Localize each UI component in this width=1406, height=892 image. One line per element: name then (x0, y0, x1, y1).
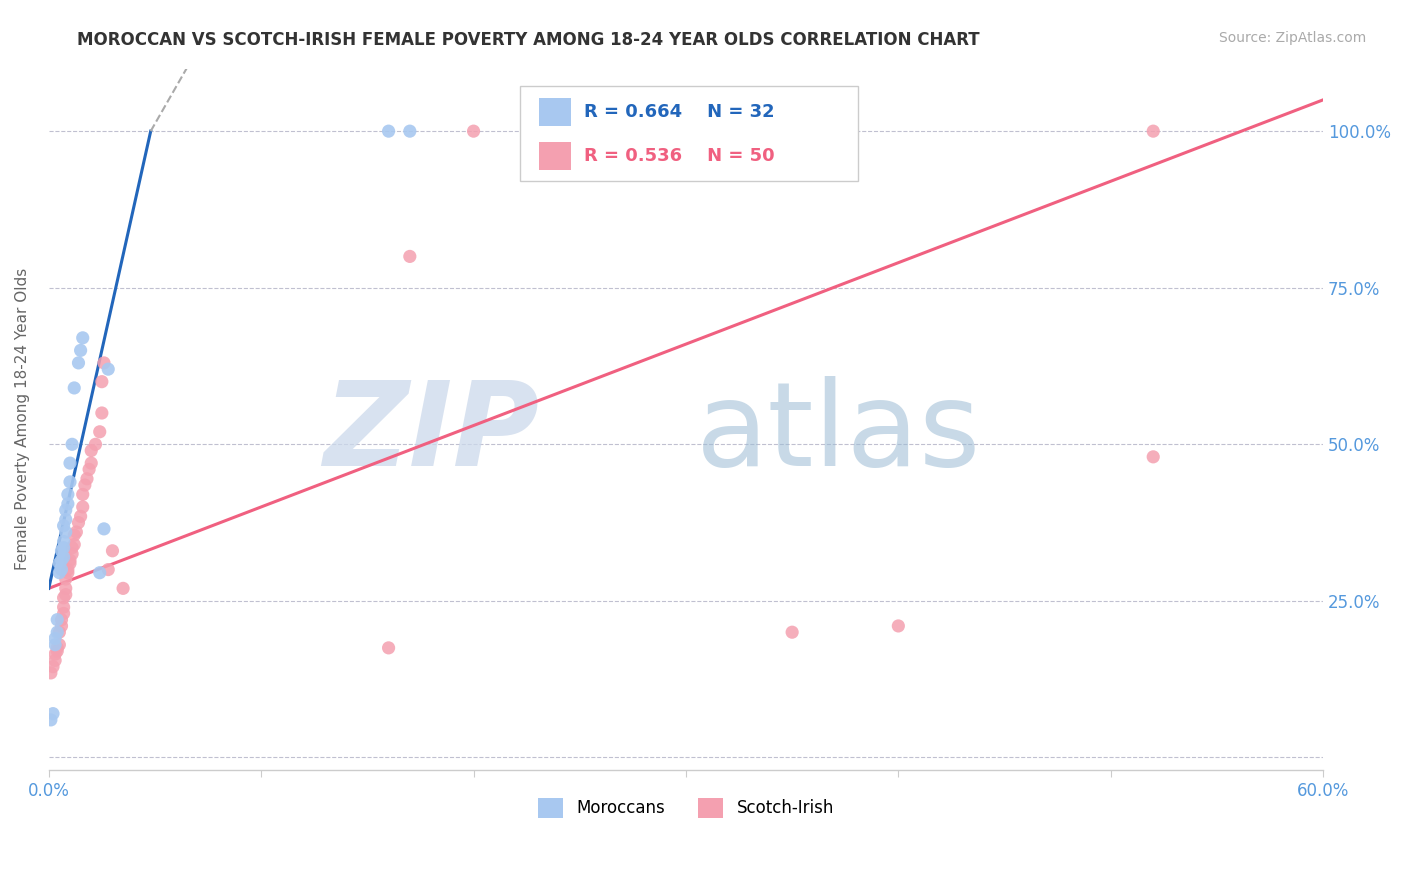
Point (780, 625, 803, 640)
Point (63, 528, 86, 542)
Point (93, 356, 115, 370)
Point (101, 543, 124, 558)
Point (463, 124, 485, 138)
Point (63, 381, 86, 395)
Point (51, 543, 73, 558)
Point (887, 619, 910, 633)
Point (60, 541, 83, 555)
Point (80, 456, 103, 470)
Text: R = 0.536    N = 50: R = 0.536 N = 50 (583, 147, 775, 165)
Point (93, 522, 115, 536)
Point (51, 553, 73, 567)
Point (44, 632, 66, 646)
Point (48, 625, 70, 640)
Point (52, 591, 75, 605)
Text: MOROCCAN VS SCOTCH-IRISH FEMALE POVERTY AMONG 18-24 YEAR OLDS CORRELATION CHART: MOROCCAN VS SCOTCH-IRISH FEMALE POVERTY … (77, 31, 980, 49)
Point (55, 503, 77, 517)
Point (59, 557, 82, 571)
Point (72, 487, 94, 501)
Point (63, 537, 86, 551)
Point (60, 547, 83, 561)
Point (89, 425, 111, 439)
Y-axis label: Female Poverty Among 18-24 Year Olds: Female Poverty Among 18-24 Year Olds (15, 268, 30, 570)
Point (112, 582, 135, 596)
Point (56, 487, 79, 501)
Point (44, 647, 66, 661)
Point (76, 472, 98, 486)
Point (56, 566, 79, 580)
Point (73, 478, 96, 492)
Point (55, 582, 77, 596)
Point (52, 534, 75, 549)
Point (69, 509, 91, 524)
Point (52, 541, 75, 555)
Point (46, 640, 69, 655)
Point (67, 516, 90, 530)
Point (59, 475, 82, 489)
Point (55, 524, 77, 539)
FancyBboxPatch shape (540, 98, 571, 127)
Point (90, 406, 112, 420)
Point (55, 588, 77, 602)
Point (568, 124, 591, 138)
Point (55, 512, 77, 526)
Point (65, 524, 87, 539)
Point (72, 500, 94, 514)
Point (80, 443, 103, 458)
Point (46, 644, 69, 658)
Point (51, 613, 73, 627)
FancyBboxPatch shape (540, 142, 571, 170)
Point (60, 437, 83, 451)
Text: atlas: atlas (696, 376, 981, 491)
Point (89, 566, 111, 580)
Point (42, 706, 65, 721)
Point (51, 619, 73, 633)
Point (77, 462, 100, 476)
Text: Source: ZipAtlas.com: Source: ZipAtlas.com (1219, 31, 1367, 45)
Text: R = 0.664    N = 32: R = 0.664 N = 32 (583, 103, 775, 121)
Point (55, 572, 77, 586)
Point (97, 563, 120, 577)
Point (48, 638, 70, 652)
Point (52, 549, 75, 564)
Point (1142, 124, 1164, 138)
Point (48, 566, 70, 580)
Point (44, 638, 66, 652)
Point (39, 713, 62, 727)
Point (52, 518, 75, 533)
FancyBboxPatch shape (520, 86, 858, 181)
Point (59, 456, 82, 470)
Point (398, 124, 420, 138)
Point (67, 356, 90, 370)
Point (69, 343, 91, 358)
Point (48, 557, 70, 571)
Text: ZIP: ZIP (323, 376, 540, 491)
Point (59, 553, 82, 567)
Point (97, 362, 120, 376)
Point (377, 640, 399, 655)
Legend: Moroccans, Scotch-Irish: Moroccans, Scotch-Irish (531, 791, 841, 825)
Point (44, 653, 66, 667)
Point (51, 563, 73, 577)
Point (84, 437, 107, 451)
Point (46, 613, 69, 627)
Point (90, 375, 112, 389)
Point (52, 600, 75, 615)
Point (1142, 450, 1164, 464)
Point (72, 331, 94, 345)
Point (56, 497, 79, 511)
Point (56, 563, 79, 577)
Point (398, 249, 420, 263)
Point (42, 659, 65, 673)
Point (52, 607, 75, 621)
Point (39, 665, 62, 680)
Point (377, 124, 399, 138)
Point (46, 625, 69, 640)
